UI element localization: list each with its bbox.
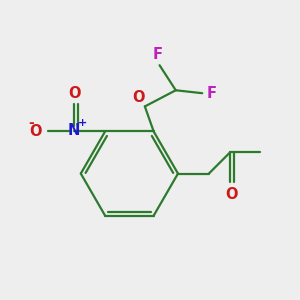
Text: O: O bbox=[68, 86, 80, 101]
Text: F: F bbox=[153, 47, 163, 62]
Text: O: O bbox=[225, 187, 238, 202]
Text: N: N bbox=[68, 122, 80, 137]
Text: +: + bbox=[78, 118, 87, 128]
Text: F: F bbox=[207, 86, 217, 101]
Text: O: O bbox=[29, 124, 42, 139]
Text: -: - bbox=[28, 116, 34, 130]
Text: O: O bbox=[132, 90, 145, 105]
